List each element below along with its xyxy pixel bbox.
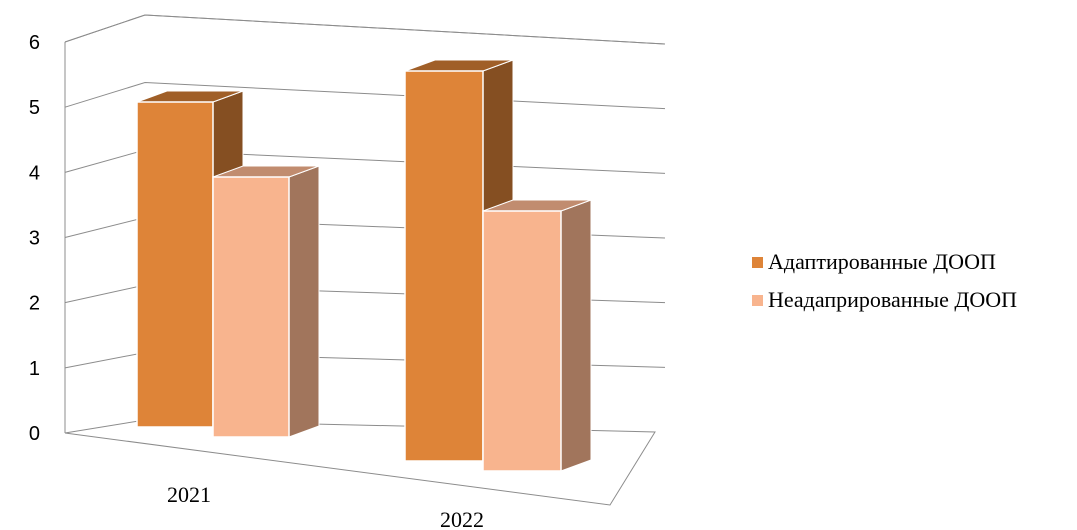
- y-axis-ticks: 0 1 2 3 4 5 6: [29, 32, 40, 445]
- bar-2022-series-2: [482, 199, 592, 472]
- legend-swatch-series-1: [752, 256, 763, 268]
- legend-label-series-2: Неадапрированные ДООП: [768, 287, 1018, 312]
- y-tick-label: 6: [29, 32, 40, 54]
- bar-2021-series-2: [212, 165, 320, 438]
- y-tick-label: 0: [29, 423, 40, 445]
- y-tick-label: 1: [29, 358, 40, 380]
- legend: Адаптированные ДООП Неадапрированные ДОО…: [752, 243, 1017, 319]
- legend-item-series-2: Неадапрированные ДООП: [752, 281, 1017, 319]
- wall-top-edge: [64, 14, 666, 45]
- x-tick-label: 2021: [167, 482, 211, 507]
- legend-label-series-1: Адаптированные ДООП: [768, 249, 996, 274]
- floor-outline: [64, 419, 656, 506]
- legend-item-series-1: Адаптированные ДООП: [752, 243, 1017, 281]
- x-tick-label: 2022: [440, 507, 484, 530]
- y-tick-label: 4: [29, 162, 40, 184]
- y-tick-label: 2: [29, 293, 40, 315]
- chart-walls: [64, 14, 666, 506]
- x-axis-ticks: 2021 2022: [167, 482, 484, 530]
- y-tick-label: 5: [29, 97, 40, 119]
- legend-swatch-series-2: [752, 294, 763, 306]
- bars: [136, 59, 592, 472]
- gridline: [64, 14, 666, 45]
- y-tick-label: 3: [29, 228, 40, 250]
